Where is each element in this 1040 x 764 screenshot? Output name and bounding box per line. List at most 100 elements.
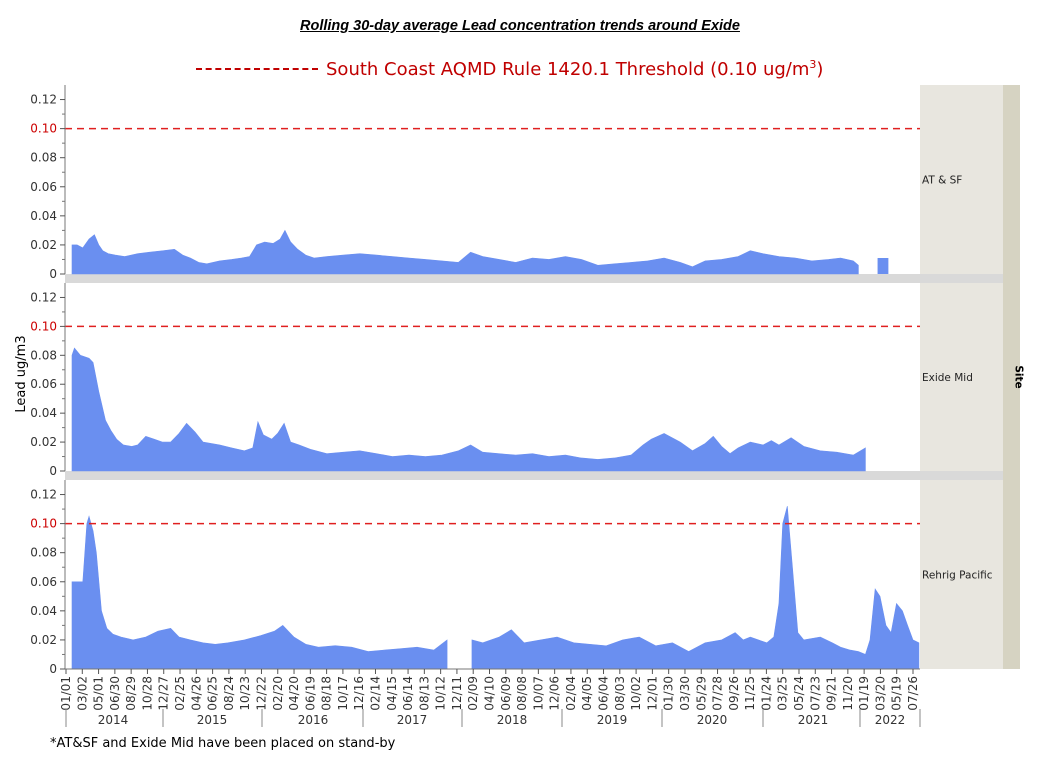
x-tick-label: 06/19 xyxy=(303,676,317,711)
year-label: 2016 xyxy=(298,713,329,727)
x-tick-label: 08/18 xyxy=(320,676,334,711)
panel-exide-mid: 0 0.02 0.04 0.06 0.08 0.10 0.12 Exide Mid xyxy=(30,283,973,478)
y-axis-title: Lead ug/m3 xyxy=(14,335,29,412)
y-tick-label: 0.08 xyxy=(30,348,57,362)
x-tick-label: 12/06 xyxy=(548,676,562,711)
x-tick-label: 03/25 xyxy=(776,676,790,711)
x-tick-label: 03/20 xyxy=(873,676,887,711)
series-area xyxy=(471,506,920,670)
x-tick-label: 06/09 xyxy=(499,676,513,711)
x-tick-label: 02/20 xyxy=(271,676,285,711)
year-label: 2015 xyxy=(197,713,228,727)
year-label: 2019 xyxy=(597,713,628,727)
facet-label: Rehrig Pacific xyxy=(922,570,993,582)
y-tick-label: 0.12 xyxy=(30,488,57,502)
x-tick-label: 02/25 xyxy=(173,676,187,711)
y-tick-label: 0.08 xyxy=(30,151,57,165)
y-tick-label: 0.04 xyxy=(30,406,57,420)
x-tick-label: 12/27 xyxy=(157,676,171,711)
y-tick-label: 0 xyxy=(49,464,57,478)
x-tick-label: 12/16 xyxy=(352,676,366,711)
x-tick-label: 04/26 xyxy=(189,676,203,711)
y-tick-label: 0.08 xyxy=(30,546,57,560)
x-tick-label: 07/26 xyxy=(906,676,920,711)
x-tick-label: 04/20 xyxy=(287,676,301,711)
y-tick-label: 0.12 xyxy=(30,290,57,304)
x-tick-label: 06/14 xyxy=(401,676,415,711)
series-area xyxy=(71,515,448,670)
year-label: 2018 xyxy=(497,713,528,727)
x-tick-label: 05/01 xyxy=(92,676,106,711)
x-tick-label: 11/20 xyxy=(841,676,855,711)
x-tick-label: 10/23 xyxy=(238,676,252,711)
threshold-legend-label-sup: 3 xyxy=(809,58,817,71)
facet-strip-background xyxy=(920,85,1003,669)
panel-separator xyxy=(65,471,1003,480)
footnote: *AT&SF and Exide Mid have been placed on… xyxy=(50,736,396,751)
panel-at-sf: 0 0.02 0.04 0.06 0.08 0.10 0.12 AT & SF xyxy=(30,85,962,281)
y-tick-label: 0.10 xyxy=(30,319,57,333)
x-tick-label: 01/19 xyxy=(857,676,871,711)
series-area xyxy=(71,229,859,275)
threshold-legend-label-end: ) xyxy=(816,59,824,80)
threshold-legend-line xyxy=(196,68,318,70)
chart-title: Rolling 30-day average Lead concentratio… xyxy=(300,18,740,34)
x-tick-label: 05/29 xyxy=(694,676,708,711)
threshold-legend: South Coast AQMD Rule 1420.1 Threshold (… xyxy=(196,56,823,82)
x-tick-label: 10/17 xyxy=(336,676,350,711)
x-tick-label: 06/04 xyxy=(597,676,611,711)
facet-label: AT & SF xyxy=(922,175,962,187)
y-tick-label: 0.02 xyxy=(30,435,57,449)
x-tick-label: 01/24 xyxy=(759,676,773,711)
x-tick-label: 03/30 xyxy=(678,676,692,711)
y-tick-label: 0.12 xyxy=(30,93,57,107)
y-tick-label: 0.02 xyxy=(30,633,57,647)
x-tick-label: 10/07 xyxy=(531,676,545,711)
x-tick-label: 07/28 xyxy=(711,676,725,711)
y-tick-label: 0.02 xyxy=(30,238,57,252)
year-label: 2021 xyxy=(798,713,829,727)
x-tick-label: 01/30 xyxy=(662,676,676,711)
y-tick-label: 0.06 xyxy=(30,180,57,194)
facet-label: Exide Mid xyxy=(922,372,973,384)
x-tick-label: 09/26 xyxy=(727,676,741,711)
x-tick-label: 04/05 xyxy=(580,676,594,711)
x-tick-label: 08/13 xyxy=(417,676,431,711)
y-tick-label: 0.04 xyxy=(30,604,57,618)
y-tick-label: 0.04 xyxy=(30,209,57,223)
threshold-legend-label: South Coast AQMD Rule 1420.1 Threshold (… xyxy=(326,58,823,80)
y-tick-label: 0.10 xyxy=(30,122,57,136)
y-tick-label: 0.06 xyxy=(30,377,57,391)
x-tick-label: 09/21 xyxy=(825,676,839,711)
x-tick-label: 07/23 xyxy=(808,676,822,711)
site-strip xyxy=(1003,85,1020,669)
x-tick-label: 02/14 xyxy=(368,676,382,711)
x-tick-label: 10/12 xyxy=(434,676,448,711)
x-tick-label: 08/03 xyxy=(613,676,627,711)
x-tick-label: 10/02 xyxy=(629,676,643,711)
x-tick-label: 08/29 xyxy=(124,676,138,711)
year-label: 2022 xyxy=(875,713,906,727)
x-tick-label: 02/04 xyxy=(564,676,578,711)
year-label: 2017 xyxy=(397,713,428,727)
year-label: 2020 xyxy=(697,713,728,727)
year-label: 2014 xyxy=(98,713,129,727)
x-tick-label: 12/01 xyxy=(645,676,659,711)
x-tick-label: 06/30 xyxy=(108,676,122,711)
x-tick-label: 02/09 xyxy=(466,676,480,711)
threshold-legend-label-main: South Coast AQMD Rule 1420.1 Threshold (… xyxy=(326,59,810,80)
y-tick-label: 0 xyxy=(49,662,57,676)
x-tick-label: 05/19 xyxy=(890,676,904,711)
x-tick-label: 01/01 xyxy=(59,676,73,711)
x-tick-label: 06/25 xyxy=(206,676,220,711)
x-tick-label: 12/22 xyxy=(254,676,268,711)
series-area-segment xyxy=(877,258,889,274)
y-tick-label: 0 xyxy=(49,267,57,281)
y-tick-label: 0.10 xyxy=(30,517,57,531)
y-tick-label: 0.06 xyxy=(30,575,57,589)
panel-separator xyxy=(65,274,1003,283)
x-tick-label: 08/08 xyxy=(515,676,529,711)
x-tick-label: 08/24 xyxy=(222,676,236,711)
site-strip-label: Site xyxy=(1013,365,1025,388)
faceted-area-chart: Site 0 0.02 0.04 0.06 0.08 0.10 0.12 AT & SF 0 0.0… xyxy=(14,85,1025,727)
